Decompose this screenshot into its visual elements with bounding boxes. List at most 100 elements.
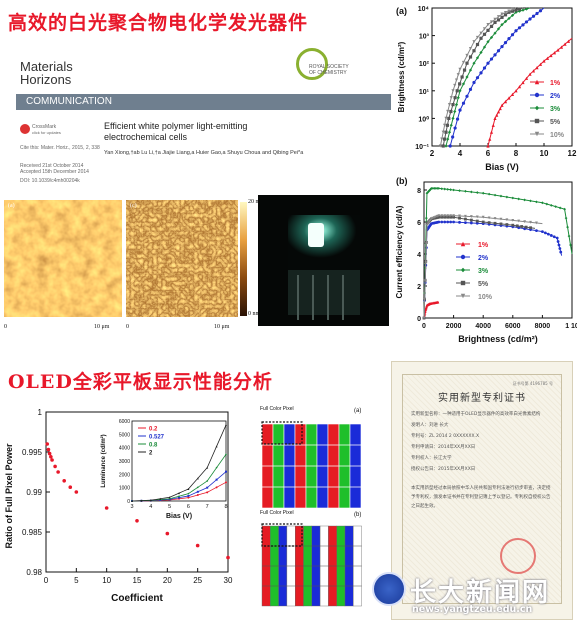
data-point — [447, 130, 452, 134]
data-point — [446, 215, 450, 219]
data-point — [505, 218, 509, 222]
y-tick-label: 10⁻¹ — [415, 144, 429, 151]
data-point — [456, 73, 460, 77]
chart-ratio-power: Coefficient Ratio of Full Pixel Power 0 5… — [4, 408, 233, 604]
data-point — [449, 220, 453, 224]
data-point — [531, 14, 536, 18]
data-point — [535, 200, 538, 204]
paper-authors: Yan Xiong,†ab Lu Li,†a Jiajie Liang,a Hu… — [104, 150, 304, 156]
series-line-3% — [445, 7, 531, 147]
data-point — [458, 67, 462, 71]
data-point — [454, 103, 459, 107]
data-point — [458, 220, 461, 224]
data-point — [500, 12, 504, 16]
data-point — [225, 481, 227, 484]
data-point — [564, 216, 568, 220]
legend-marker — [460, 293, 466, 299]
data-point — [569, 243, 572, 247]
data-point — [505, 195, 509, 199]
legend-label: 5% — [550, 119, 561, 126]
data-point — [549, 53, 553, 58]
data-point — [486, 28, 490, 32]
data-point — [535, 65, 539, 70]
data-point — [196, 490, 199, 493]
legend-label: 5% — [478, 281, 489, 288]
data-point — [74, 490, 79, 494]
data-point — [206, 466, 209, 469]
x-tick-label: 12 — [568, 149, 577, 158]
data-point — [489, 35, 494, 40]
data-point — [529, 199, 532, 203]
data-point — [524, 7, 529, 11]
data-point — [489, 20, 494, 24]
data-point — [541, 201, 544, 205]
data-point — [444, 116, 448, 120]
data-point — [462, 68, 467, 72]
cert-line: 专利号：ZL 2014 2 0XXXXXX.X — [411, 434, 480, 439]
data-point — [225, 470, 227, 473]
data-point — [446, 187, 450, 191]
data-point — [50, 458, 54, 462]
data-point — [496, 49, 501, 53]
afm-scale-top: 20 nm — [248, 199, 264, 205]
data-point — [458, 189, 461, 193]
data-point — [453, 83, 457, 88]
y-tick-label: 1 — [38, 408, 43, 417]
y-tick-label: 2000 — [119, 472, 130, 478]
data-point — [499, 194, 503, 198]
data-point — [479, 36, 483, 40]
data-point — [187, 492, 190, 495]
data-point — [446, 137, 450, 141]
legend-marker — [460, 267, 466, 273]
chart-top-panel: (a) — [396, 6, 407, 16]
data-point — [566, 39, 571, 43]
data-point — [486, 40, 490, 44]
data-point — [226, 555, 230, 560]
x-tick-label: 6 — [486, 149, 491, 158]
chart-mid-ylabel: Current efficiency (cd/A) — [395, 205, 404, 298]
data-point — [503, 19, 508, 24]
data-point — [187, 494, 190, 497]
y-tick-label: 0 — [417, 316, 421, 323]
data-point — [479, 50, 483, 55]
data-point — [451, 116, 455, 120]
paper-title: Efficient white polymer light-emitting e… — [104, 121, 248, 142]
device-photo — [258, 195, 389, 326]
data-point — [517, 7, 522, 11]
university-logo-icon — [372, 572, 406, 606]
legend-label: 0.2 — [149, 427, 158, 433]
data-point — [493, 221, 497, 225]
data-point — [567, 234, 571, 238]
data-point — [441, 130, 445, 134]
x-tick-label: 6 — [187, 504, 190, 510]
data-point — [493, 17, 497, 21]
data-point — [514, 89, 518, 93]
x-tick-label: 25 — [193, 576, 202, 585]
y-tick-label: 10² — [419, 61, 430, 68]
legend-marker — [460, 280, 466, 286]
data-point — [500, 23, 504, 27]
data-point — [538, 62, 543, 66]
chart-inset-luminance: Bias (V) Luminance (cd/m²) 3 4 5 6 7 80100020… — [100, 419, 228, 520]
x-tick-label: 4 — [149, 504, 152, 510]
data-point — [481, 215, 485, 219]
data-point — [437, 187, 441, 190]
data-point — [510, 9, 515, 13]
data-point — [437, 215, 441, 219]
crossmark-label: CrossMark — [32, 124, 57, 130]
data-point — [46, 447, 51, 452]
x-tick-label: 2 — [430, 149, 435, 158]
data-point — [434, 187, 438, 190]
pixel-layout-diagram: Full Color Pixel (a) Full Color Pixel (b… — [260, 406, 362, 607]
data-point — [507, 96, 511, 100]
data-point — [445, 123, 449, 127]
data-point — [546, 232, 550, 236]
data-point — [500, 44, 504, 49]
legend-label: 0.8 — [149, 443, 158, 449]
afm-image-a — [4, 200, 122, 317]
pixel-highlight-a — [261, 421, 303, 445]
data-point — [443, 214, 447, 217]
data-point — [489, 130, 494, 134]
data-point — [62, 479, 66, 483]
data-point — [468, 68, 473, 72]
